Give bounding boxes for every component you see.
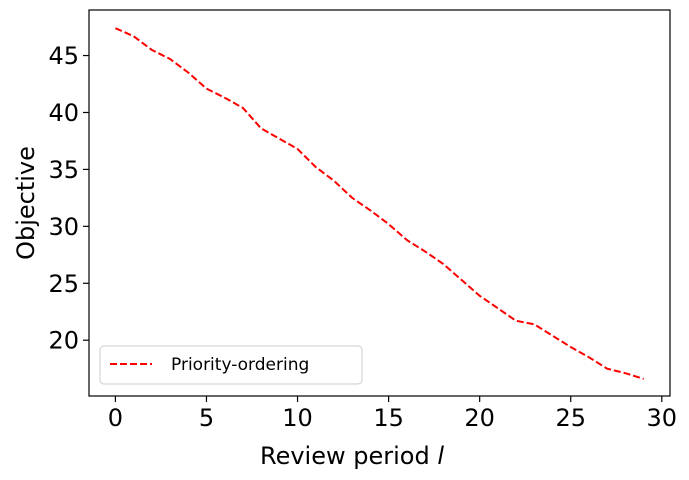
legend-label-priority-ordering: Priority-ordering [171,355,309,375]
x-tick-label: 15 [373,404,404,432]
y-tick-label: 40 [48,99,79,127]
ticks-layer: 0 5 10 15 20 25 30 20 25 30 35 40 45 [48,42,677,432]
x-tick-label: 20 [464,404,495,432]
x-tick-label: 10 [282,404,313,432]
plot-frame [88,9,671,397]
series-layer [114,27,644,380]
x-axis-label-variable: l [437,442,444,470]
x-tick-label: 0 [108,404,123,432]
y-axis-label: Objective [12,146,40,260]
legend-box [99,345,363,385]
y-tick-label: 30 [48,213,79,241]
x-tick-label: 5 [199,404,214,432]
x-tick-label: 30 [647,404,678,432]
y-tick-label: 45 [48,42,79,70]
legend: Priority-ordering [99,345,363,385]
x-axis-label-text: Review period [260,442,437,470]
y-tick-label: 25 [48,270,79,298]
x-axis-label: Review period l [260,442,444,470]
plot-area [89,10,670,396]
y-tick-label: 35 [48,156,79,184]
x-tick-label: 25 [555,404,586,432]
y-tick-label: 20 [48,327,79,355]
series-line-priority-ordering [114,27,644,380]
